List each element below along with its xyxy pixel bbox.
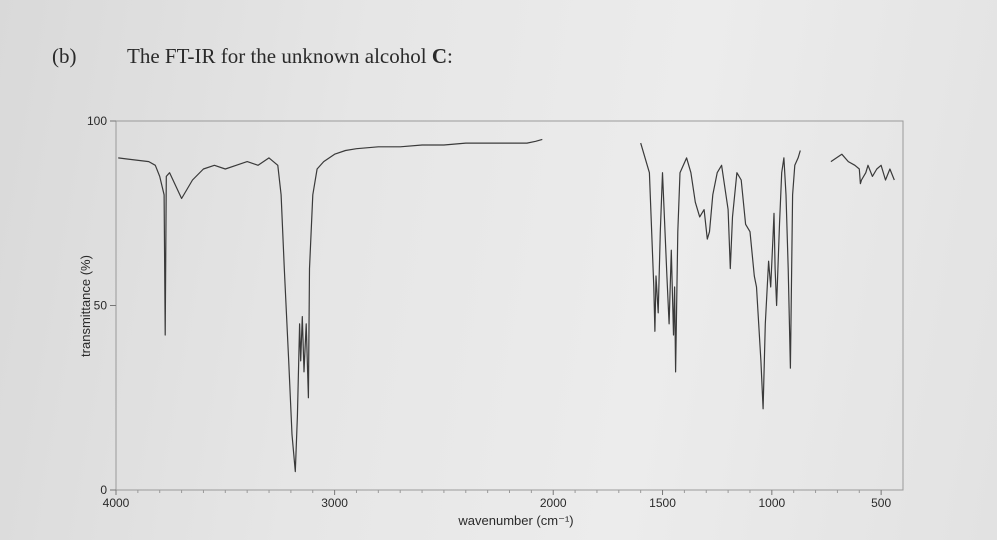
spectrum-line: [118, 138, 895, 473]
y-axis: 0 50 100: [87, 114, 116, 497]
part-label: (b): [52, 44, 77, 68]
title-compound-letter: C: [431, 44, 448, 68]
spectrum-segment: [118, 138, 543, 473]
spectrum-segment: [640, 142, 801, 410]
x-tick-label: 1500: [649, 496, 676, 510]
x-tick-label: 2000: [540, 496, 567, 510]
y-tick-label: 50: [94, 299, 108, 313]
x-axis-title: wavenumber (cm⁻¹): [457, 513, 573, 528]
x-axis: 4000 3000 2000 1500 1000 500: [103, 490, 891, 510]
title-text: The FT-IR for the unknown alcohol: [127, 44, 432, 68]
y-tick-label: 100: [87, 114, 107, 128]
x-tick-label: 4000: [103, 496, 130, 510]
y-axis-title: transmittance (%): [78, 255, 93, 357]
title-colon: :: [447, 44, 453, 68]
x-tick-label: 500: [871, 496, 891, 510]
y-tick-label: 0: [100, 483, 107, 497]
x-tick-label: 1000: [758, 496, 785, 510]
figure-title: The FT-IR for the unknown alcohol C:: [127, 44, 453, 68]
figure-heading: (b) The FT-IR for the unknown alcohol C:: [52, 44, 453, 69]
x-tick-label: 3000: [321, 496, 348, 510]
spectrum-segment: [830, 153, 895, 185]
